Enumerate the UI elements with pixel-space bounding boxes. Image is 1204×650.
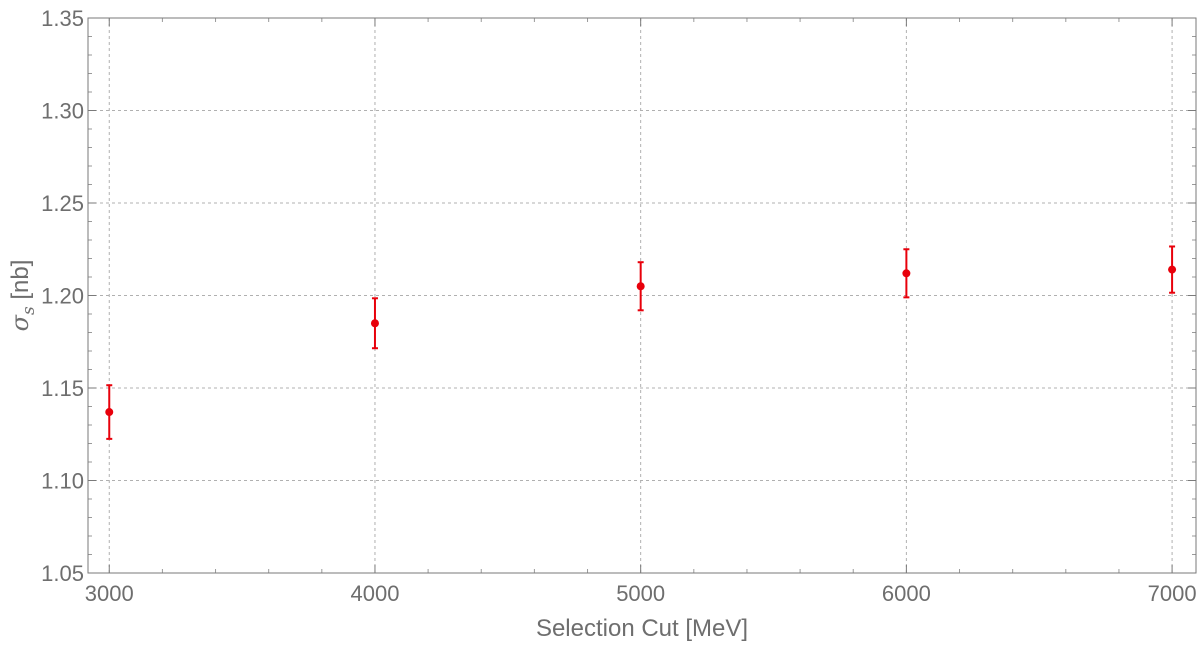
y-tick-label: 1.35 xyxy=(41,6,84,31)
x-axis-title: Selection Cut [MeV] xyxy=(536,615,748,642)
y-axis-title-symbol: σ xyxy=(6,314,34,331)
y-tick-label: 1.20 xyxy=(41,284,84,309)
x-tick-label: 3000 xyxy=(85,581,134,606)
x-tick-label: 7000 xyxy=(1148,581,1197,606)
data-marks xyxy=(105,245,1177,440)
data-point xyxy=(105,408,114,417)
y-tick-label: 1.30 xyxy=(41,99,84,124)
data-point xyxy=(636,282,645,291)
y-axis-title-unit: [nb] xyxy=(7,260,34,307)
data-point xyxy=(1168,265,1177,274)
grid xyxy=(88,18,1196,573)
x-tick-label: 6000 xyxy=(882,581,931,606)
data-point xyxy=(902,269,911,278)
data-point xyxy=(370,319,379,328)
y-axis-title-subscript: s xyxy=(19,306,39,315)
y-tick-label: 1.10 xyxy=(41,469,84,494)
x-tick-labels: 3000 4000 5000 6000 7000 xyxy=(85,581,1197,606)
x-tick-label: 4000 xyxy=(350,581,399,606)
minor-ticks xyxy=(88,18,1196,573)
y-tick-label: 1.25 xyxy=(41,191,84,216)
x-tick-label: 5000 xyxy=(616,581,665,606)
y-axis-title: σs [nb] xyxy=(6,260,39,332)
y-tick-labels: 1.05 1.10 1.15 1.20 1.25 1.30 1.35 xyxy=(41,6,84,586)
y-tick-label: 1.05 xyxy=(41,561,84,586)
y-tick-label: 1.15 xyxy=(41,376,84,401)
major-ticks xyxy=(88,17,1196,574)
